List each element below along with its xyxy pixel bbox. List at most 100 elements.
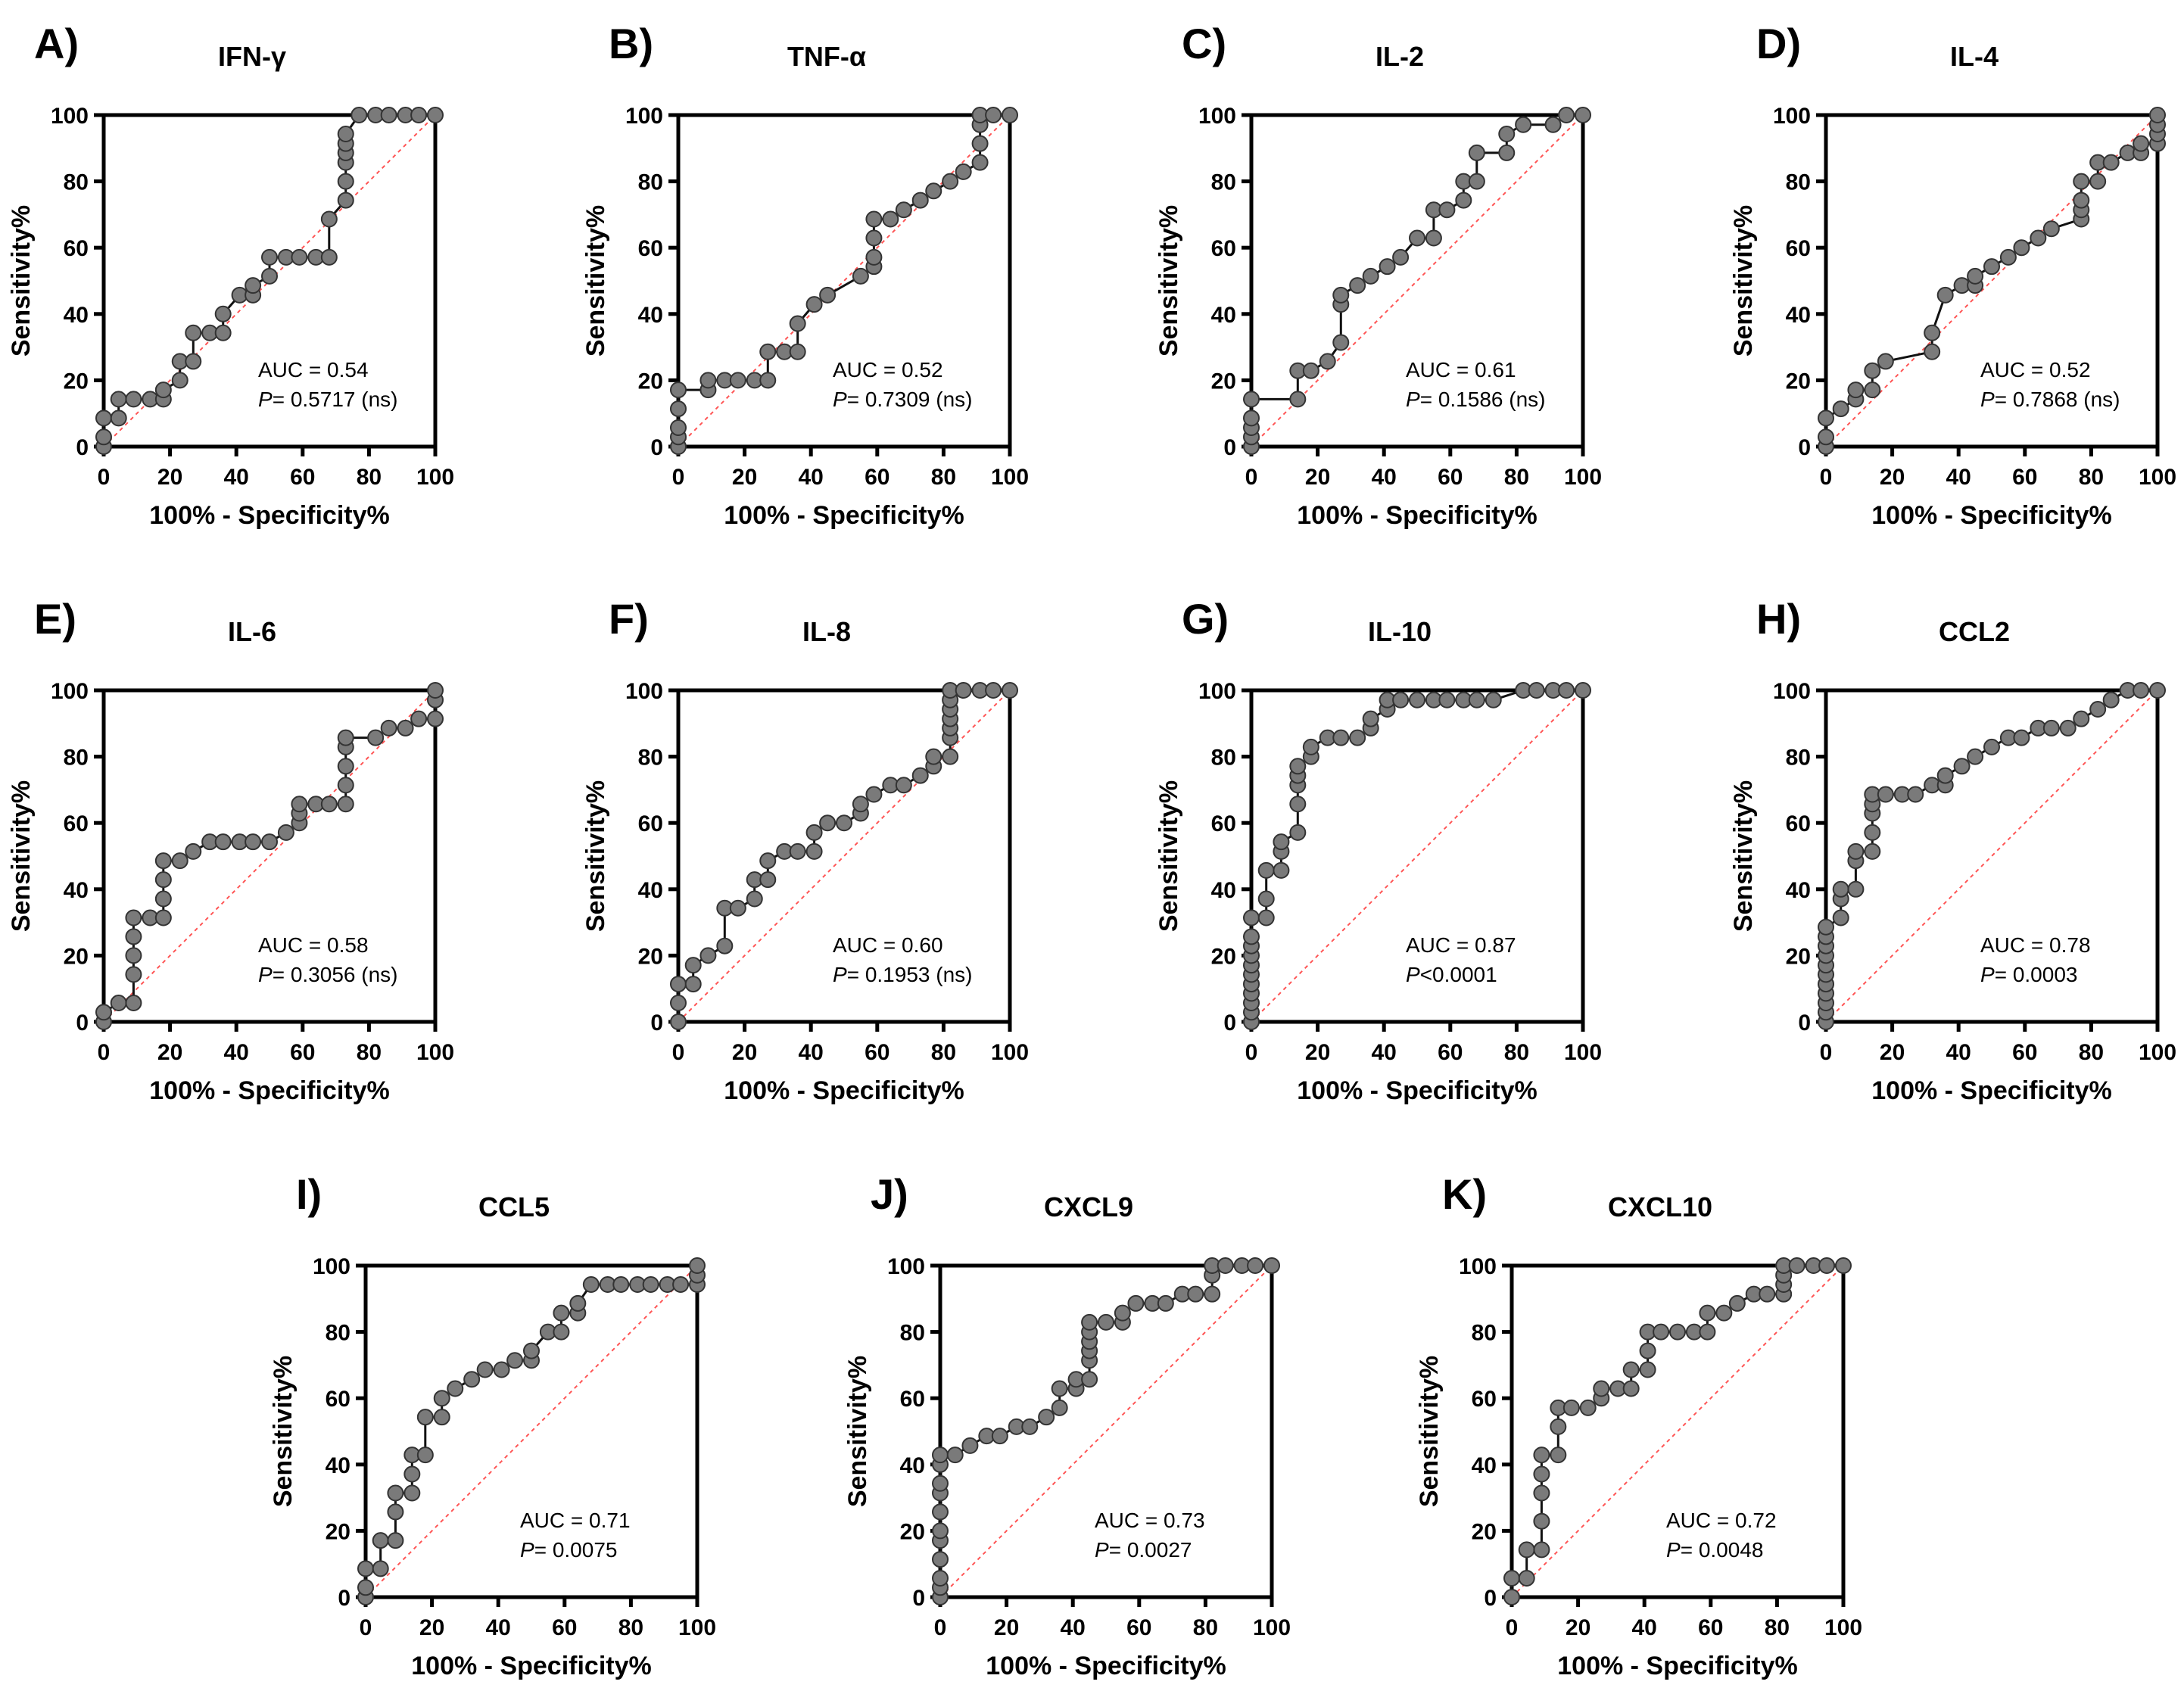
x-tick-label: 100 [416, 465, 454, 490]
roc-point [1243, 391, 1260, 408]
y-tick-label: 20 [900, 1519, 925, 1544]
roc-point [1864, 362, 1881, 379]
roc-point [214, 324, 232, 341]
roc-point [1699, 1304, 1716, 1322]
x-axis-label: 100% - Specificity% [149, 1076, 389, 1105]
roc-point [1575, 682, 1591, 699]
y-tick-label: 0 [912, 1586, 925, 1611]
y-tick-label: 40 [1472, 1453, 1497, 1478]
p-value-label: P= 0.0027 [1095, 1538, 1192, 1562]
roc-point [1468, 144, 1485, 161]
roc-point [171, 372, 188, 389]
roc-panel: J) CXCL9 00 20 20 40 40 60 60 80 80 100 100 100% - Sp… [843, 1170, 1291, 1680]
roc-point [1622, 1380, 1640, 1397]
y-tick-label: 100 [1773, 679, 1811, 704]
x-tick-label: 20 [157, 1040, 182, 1065]
roc-point [523, 1342, 540, 1359]
roc-panel: C) IL-2 00 20 20 40 40 60 60 80 80 100 100 100% - Spe… [1154, 20, 1602, 530]
auc-label: AUC = 0.61 [1406, 358, 1516, 381]
panel-letter: I) [296, 1170, 322, 1218]
x-axis-label: 100% - Specificity% [149, 501, 389, 530]
roc-point [1021, 1418, 1039, 1435]
auc-label: AUC = 0.54 [258, 358, 369, 381]
roc-point [2030, 229, 2047, 247]
x-tick-label: 40 [799, 1040, 824, 1065]
roc-point [670, 381, 687, 399]
roc-point [416, 1409, 434, 1426]
roc-point [214, 305, 232, 322]
x-tick-label: 0 [672, 465, 685, 490]
roc-point [1528, 682, 1545, 699]
y-tick-label: 100 [625, 104, 663, 129]
roc-point [942, 173, 959, 190]
x-tick-label: 0 [934, 1615, 947, 1640]
x-tick-label: 0 [98, 465, 111, 490]
roc-point [125, 391, 142, 408]
roc-point [357, 1560, 374, 1577]
x-tick-label: 20 [157, 465, 182, 490]
roc-point [1550, 1418, 1567, 1435]
roc-point [642, 1275, 659, 1293]
roc-point [805, 824, 823, 841]
x-tick-label: 80 [357, 465, 382, 490]
x-axis-label: 100% - Specificity% [986, 1652, 1226, 1680]
y-tick-label: 60 [1472, 1387, 1497, 1412]
p-value: <0.0001 [1420, 963, 1497, 986]
p-symbol: P [258, 963, 273, 986]
panel-letter: G) [1182, 595, 1229, 643]
x-axis-label: 100% - Specificity% [1297, 1076, 1537, 1105]
panel-title: IL-6 [228, 616, 276, 647]
roc-point [689, 1257, 706, 1274]
roc-point [350, 107, 368, 123]
roc-point [925, 748, 942, 765]
roc-point [2133, 682, 2150, 699]
x-tick-label: 40 [486, 1615, 511, 1640]
roc-point [1562, 1399, 1580, 1416]
reference-diagonal [1825, 114, 2158, 447]
p-symbol: P [520, 1538, 534, 1562]
roc-point [1038, 1409, 1055, 1426]
roc-point [1999, 248, 2017, 266]
y-axis-label: Sensitivity% [581, 205, 610, 357]
p-value: = 0.0075 [534, 1538, 618, 1562]
roc-point [670, 995, 687, 1012]
y-tick-label: 40 [1786, 303, 1811, 328]
y-tick-label: 0 [76, 435, 89, 460]
roc-point [1967, 267, 1984, 285]
roc-point [185, 353, 202, 370]
reference-diagonal [365, 1265, 698, 1598]
y-tick-label: 40 [326, 1453, 350, 1478]
roc-panel: B) TNF-α 00 20 20 40 40 60 60 80 80 100 100 100% - Sp… [581, 20, 1029, 530]
y-tick-label: 80 [638, 746, 663, 771]
roc-point [670, 400, 687, 418]
roc-point [110, 995, 127, 1012]
roc-point [2149, 682, 2166, 699]
roc-point [185, 324, 202, 341]
x-tick-label: 20 [1305, 465, 1330, 490]
roc-point [372, 1532, 389, 1549]
x-axis-label: 100% - Specificity% [411, 1652, 651, 1680]
roc-point [1425, 229, 1442, 247]
y-tick-label: 100 [1198, 679, 1236, 704]
roc-point [1498, 125, 1516, 142]
roc-point [1392, 248, 1410, 266]
y-tick-label: 20 [638, 369, 663, 394]
auc-label: AUC = 0.60 [833, 933, 943, 957]
auc-label: AUC = 0.72 [1666, 1509, 1777, 1532]
roc-point [1533, 1512, 1550, 1530]
x-tick-label: 40 [1061, 1615, 1086, 1640]
plot-frame [1249, 688, 1585, 1024]
roc-point [1002, 682, 1018, 699]
panel-title: TNF-α [787, 41, 866, 72]
y-tick-label: 80 [1211, 170, 1236, 195]
roc-point [1936, 767, 1954, 784]
roc-point [2089, 700, 2107, 718]
x-tick-label: 40 [224, 1040, 249, 1065]
roc-point [836, 814, 852, 832]
p-value: = 0.3056 (ns) [273, 963, 398, 986]
p-value-label: P= 0.1586 (ns) [1406, 388, 1545, 411]
y-tick-label: 60 [638, 236, 663, 261]
roc-point [2102, 154, 2120, 171]
roc-point [1832, 880, 1849, 898]
y-tick-label: 20 [1211, 369, 1236, 394]
